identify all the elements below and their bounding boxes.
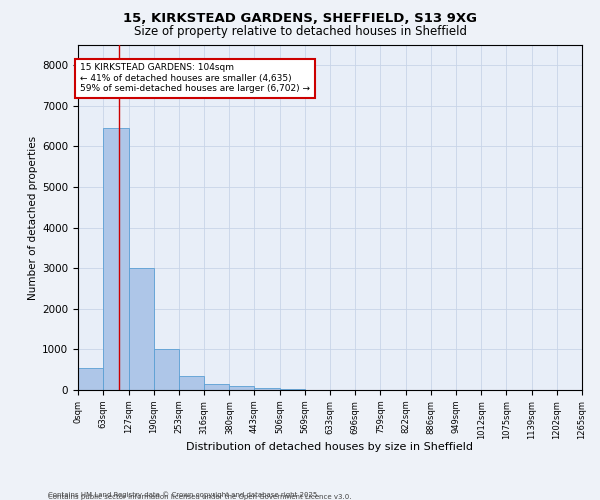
Text: 15, KIRKSTEAD GARDENS, SHEFFIELD, S13 9XG: 15, KIRKSTEAD GARDENS, SHEFFIELD, S13 9X…	[123, 12, 477, 26]
Bar	[204, 384, 229, 390]
Bar	[179, 376, 204, 390]
Bar	[280, 389, 305, 390]
Y-axis label: Number of detached properties: Number of detached properties	[28, 136, 38, 300]
Text: Size of property relative to detached houses in Sheffield: Size of property relative to detached ho…	[133, 25, 467, 38]
Bar	[254, 388, 280, 390]
Bar	[103, 128, 128, 390]
X-axis label: Distribution of detached houses by size in Sheffield: Distribution of detached houses by size …	[187, 442, 473, 452]
Bar	[128, 268, 154, 390]
Bar	[229, 386, 254, 390]
Text: 15 KIRKSTEAD GARDENS: 104sqm
← 41% of detached houses are smaller (4,635)
59% of: 15 KIRKSTEAD GARDENS: 104sqm ← 41% of de…	[80, 64, 310, 93]
Text: Contains HM Land Registry data © Crown copyright and database right 2025.: Contains HM Land Registry data © Crown c…	[48, 491, 320, 498]
Bar	[154, 350, 179, 390]
Bar	[78, 368, 103, 390]
Text: Contains public sector information licensed under the Open Government Licence v3: Contains public sector information licen…	[48, 494, 352, 500]
